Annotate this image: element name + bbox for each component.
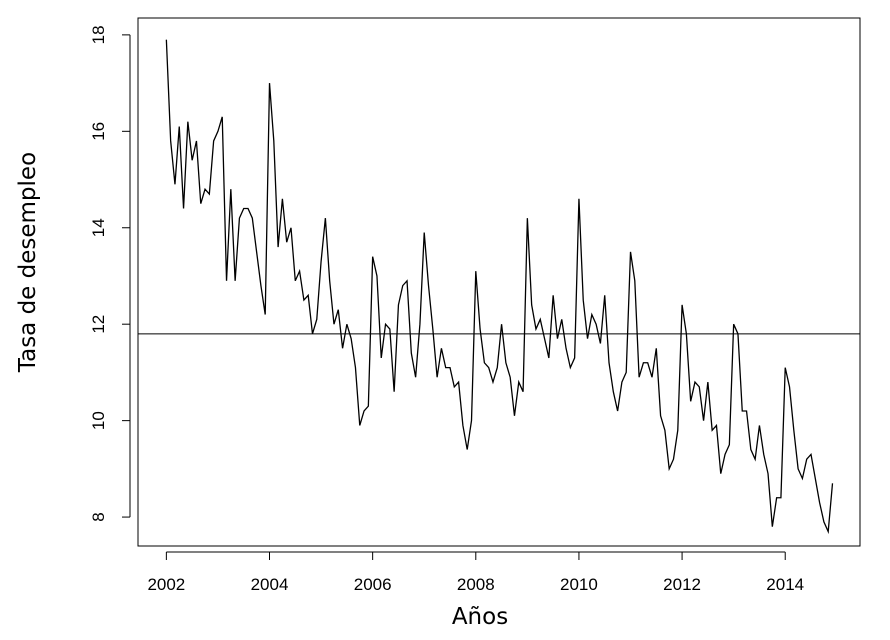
x-axis-title: Años (452, 604, 508, 630)
x-tick-label: 2002 (147, 575, 185, 594)
y-tick-label: 10 (89, 411, 108, 430)
x-tick-label: 2008 (457, 575, 495, 594)
y-tick-label: 16 (89, 122, 108, 141)
plot-frame (137, 17, 861, 547)
x-tick-label: 2006 (354, 575, 392, 594)
plot-area (138, 39, 860, 535)
x-tick-label: 2012 (663, 575, 701, 594)
y-tick-label: 12 (89, 315, 108, 334)
y-tick-label: 14 (89, 218, 108, 237)
series-line (165, 39, 834, 535)
x-tick-label: 2014 (766, 575, 804, 594)
axes: 2002 2004 2006 2008 2010 2012 2014 8 10 12 14 16 18 (89, 25, 804, 594)
x-tick-label: 2004 (251, 575, 289, 594)
y-tick-label: 8 (89, 512, 108, 521)
y-tick-label: 18 (89, 25, 108, 44)
x-tick-label: 2010 (560, 575, 598, 594)
y-axis-title: Tasa de desempleo (15, 152, 41, 373)
